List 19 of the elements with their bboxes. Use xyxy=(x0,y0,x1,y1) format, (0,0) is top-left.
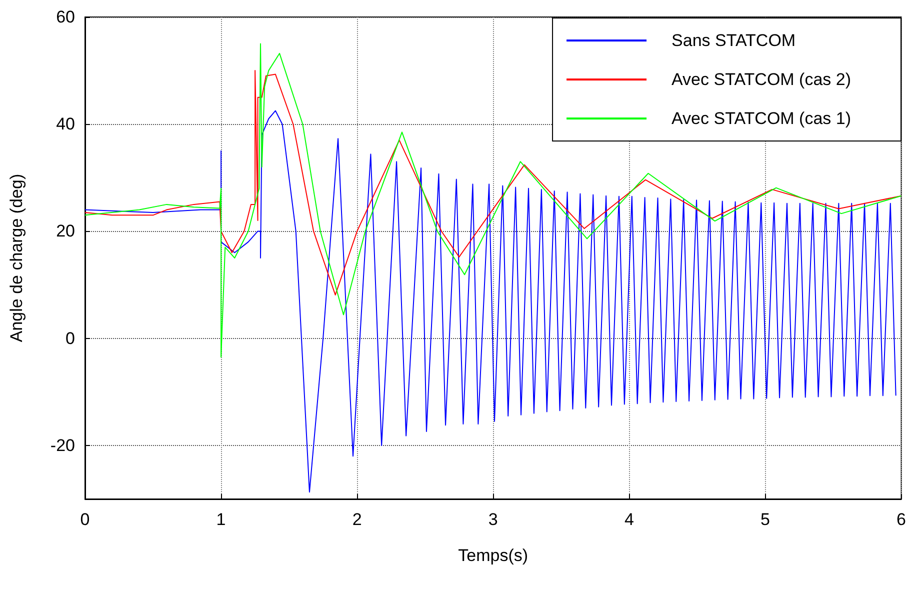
x-tick-label: 1 xyxy=(216,510,226,529)
line-series xyxy=(84,110,896,493)
line-series xyxy=(84,70,902,296)
y-axis-title: Angle de charge (deg) xyxy=(7,174,26,342)
x-axis-title: Temps(s) xyxy=(458,546,528,565)
x-tick-label: 6 xyxy=(896,510,906,529)
y-tick-label: 60 xyxy=(56,8,75,26)
x-tick-label: 2 xyxy=(352,510,362,529)
legend-label: Avec STATCOM (cas 2) xyxy=(672,70,852,89)
legend-label: Sans STATCOM xyxy=(672,31,796,50)
x-tick-label: 5 xyxy=(760,510,770,529)
y-tick-label: 20 xyxy=(56,222,75,241)
y-tick-label: 40 xyxy=(56,114,75,134)
y-tick-label: -20 xyxy=(50,436,75,455)
x-tick-label: 4 xyxy=(624,510,634,529)
legend-label: Avec STATCOM (cas 1) xyxy=(672,109,852,128)
x-tick-label: 3 xyxy=(488,510,498,529)
y-tick-label: 0 xyxy=(66,328,75,348)
x-tick-label: 0 xyxy=(80,510,90,529)
